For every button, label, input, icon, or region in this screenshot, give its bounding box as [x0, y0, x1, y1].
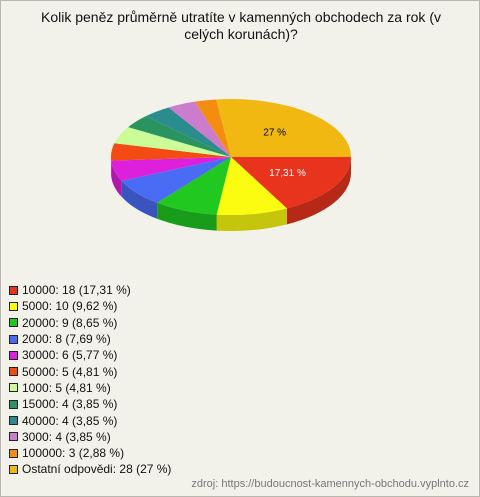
legend-label: 5000: 10 (9,62 %) [22, 299, 118, 314]
legend-swatch [9, 416, 18, 426]
legend-label: 40000: 4 (3,85 %) [22, 413, 118, 428]
legend-label: 100000: 3 (2,88 %) [22, 446, 125, 461]
legend-item: Ostatní odpovědi: 28 (27 %) [9, 461, 171, 477]
slice [157, 157, 231, 215]
slice-label: 17,31 % [269, 168, 306, 179]
legend-item: 2000: 8 (7,69 %) [9, 331, 171, 347]
legend-item: 10000: 18 (17,31 %) [9, 282, 171, 298]
chart: 17,31 % 27 % [111, 99, 351, 231]
legend-label: 50000: 5 (4,81 %) [22, 364, 118, 379]
legend-item: 5000: 10 (9,62 %) [9, 298, 171, 314]
slice [121, 157, 231, 203]
legend-swatch [9, 301, 18, 311]
legend-label: 2000: 8 (7,69 %) [22, 332, 111, 347]
slice-side [111, 160, 122, 197]
source: zdroj: https://budoucnost-kamennych-obch… [191, 478, 469, 490]
slice [128, 116, 231, 157]
legend-label: 3000: 4 (3,85 %) [22, 429, 111, 444]
slice-side [157, 202, 217, 231]
legend-item: 20000: 9 (8,65 %) [9, 315, 171, 331]
legend-swatch [9, 448, 18, 458]
legend-label: 1000: 5 (4,81 %) [22, 380, 111, 395]
slice [216, 157, 287, 215]
slice-side [121, 180, 158, 219]
slice-side [286, 157, 351, 225]
slice [111, 157, 231, 181]
legend-label: 15000: 4 (3,85 %) [22, 397, 118, 412]
legend-swatch [9, 399, 18, 409]
chart-title: Kolik peněz průměrně utratíte v kamennýc… [41, 9, 441, 42]
legend-item: 40000: 4 (3,85 %) [9, 412, 171, 428]
slice [145, 107, 231, 157]
legend-item: 1000: 5 (4,81 %) [9, 380, 171, 396]
legend-label: 20000: 9 (8,65 %) [22, 315, 118, 330]
legend-swatch [9, 334, 18, 344]
legend-swatch [9, 285, 18, 295]
slice [114, 127, 231, 157]
legend-swatch [9, 350, 18, 360]
legend-label: Ostatní odpovědi: 28 (27 %) [22, 462, 172, 477]
slice [194, 99, 231, 157]
legend-item: 3000: 4 (3,85 %) [9, 429, 171, 445]
legend-swatch [9, 432, 18, 442]
legend-item: 100000: 3 (2,88 %) [9, 445, 171, 461]
slice [231, 157, 351, 209]
legend-item: 15000: 4 (3,85 %) [9, 396, 171, 412]
legend-item: 30000: 6 (5,77 %) [9, 347, 171, 363]
legend: 10000: 18 (17,31 %) 5000: 10 (9,62 %) 2000… [9, 282, 171, 478]
legend-swatch [9, 367, 18, 377]
slice [168, 101, 231, 157]
legend-swatch [9, 383, 18, 393]
slice [216, 99, 351, 157]
legend-label: 10000: 18 (17,31 %) [22, 283, 131, 298]
legend-swatch [9, 318, 18, 328]
legend-label: 30000: 6 (5,77 %) [22, 348, 118, 363]
slice [111, 143, 231, 161]
legend-swatch [9, 464, 18, 474]
slice-side [216, 208, 287, 231]
legend-item: 50000: 5 (4,81 %) [9, 363, 171, 379]
slice-label: 27 % [263, 128, 286, 139]
